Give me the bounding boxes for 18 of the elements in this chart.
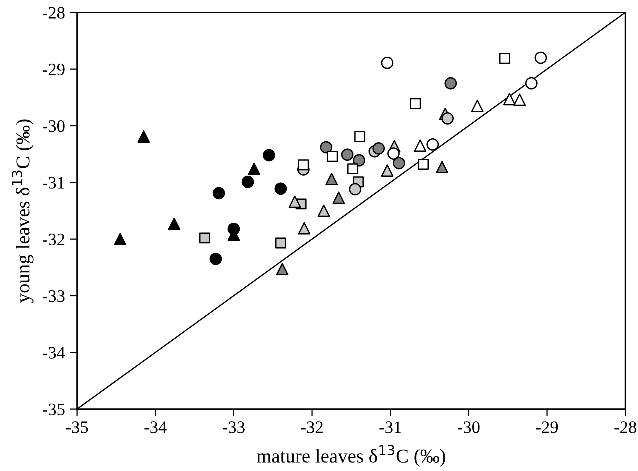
y-tick-label: -28 [43, 7, 65, 19]
x-tick-label: -31 [380, 422, 402, 434]
x-tick-label: -28 [614, 422, 637, 434]
y-tick-label: -30 [43, 120, 65, 132]
y-tick-label: -35 [43, 404, 65, 416]
x-tick-label: -34 [144, 422, 167, 434]
y-axis-title: young leaves δ$^{13}$C (‰) [12, 120, 34, 304]
y-tick-label: -29 [43, 64, 65, 76]
y-tick-label: -31 [43, 177, 64, 189]
x-tick-label: -32 [301, 422, 323, 434]
x-axis-title: mature leaves δ$^{13}$C (‰) [256, 445, 446, 467]
x-tick-label: -33 [223, 422, 245, 434]
x-tick-label: -35 [66, 422, 88, 434]
y-tick-label: -32 [43, 234, 65, 246]
x-tick-label: -30 [458, 422, 480, 434]
y-tick-label: -34 [43, 347, 66, 359]
y-tick-label: -33 [43, 290, 65, 302]
x-tick-label: -29 [536, 422, 558, 434]
